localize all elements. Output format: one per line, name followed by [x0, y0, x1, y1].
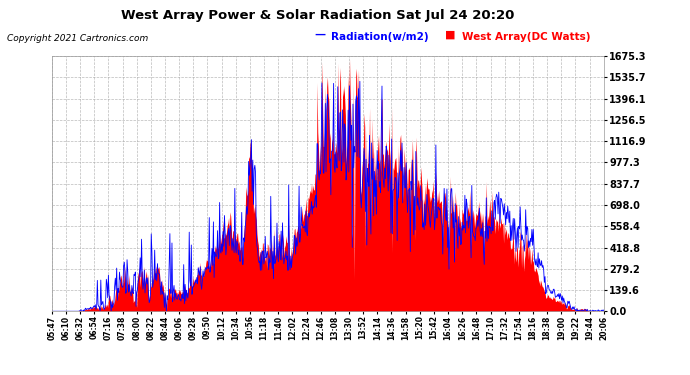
Text: Copyright 2021 Cartronics.com: Copyright 2021 Cartronics.com [7, 34, 148, 43]
Text: ■: ■ [445, 29, 455, 39]
Text: Radiation(w/m2): Radiation(w/m2) [331, 32, 428, 42]
Text: —: — [314, 29, 325, 39]
Text: West Array(DC Watts): West Array(DC Watts) [462, 32, 591, 42]
Text: West Array Power & Solar Radiation Sat Jul 24 20:20: West Array Power & Solar Radiation Sat J… [121, 9, 514, 22]
